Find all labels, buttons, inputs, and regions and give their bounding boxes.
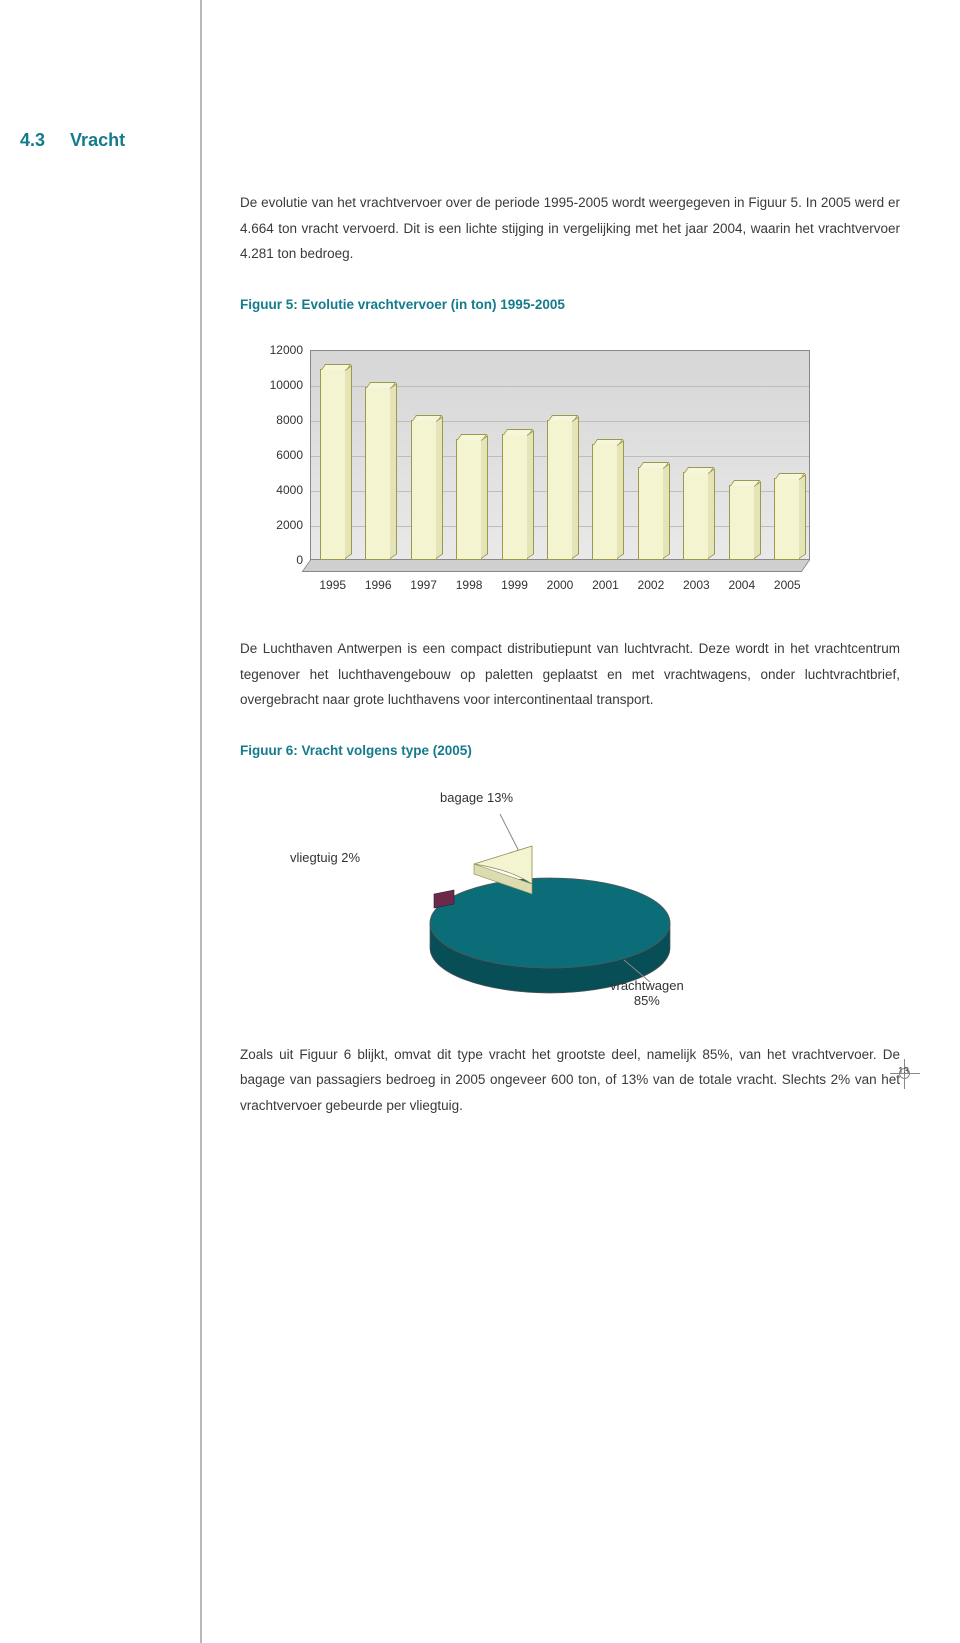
x-tick-label: 2000 — [547, 578, 574, 592]
bar — [365, 387, 391, 560]
bar — [638, 467, 664, 560]
x-tick-label: 2005 — [774, 578, 801, 592]
paragraph-end: Zoals uit Figuur 6 blijkt, omvat dit typ… — [240, 1042, 900, 1119]
x-tick-label: 2002 — [638, 578, 665, 592]
bar — [502, 434, 528, 560]
section-heading: 4.3 Vracht — [20, 130, 125, 151]
bar — [411, 420, 437, 560]
paragraph-mid: De Luchthaven Antwerpen is een compact d… — [240, 636, 900, 713]
section-number: 4.3 — [20, 130, 45, 150]
x-tick-label: 2003 — [683, 578, 710, 592]
pie-label-bagage: bagage 13% — [440, 790, 513, 805]
page-number-marker: 13 — [890, 1059, 920, 1089]
y-axis-ticks: 0 2000 4000 6000 8000 10000 12000 — [250, 342, 305, 572]
section-title: Vracht — [70, 130, 125, 150]
x-tick-label: 1996 — [365, 578, 392, 592]
x-tick-label: 2001 — [592, 578, 619, 592]
y-tick-label: 12000 — [270, 343, 303, 357]
plot-floor — [302, 560, 810, 572]
figure6-caption: Figuur 6: Vracht volgens type (2005) — [240, 743, 900, 758]
crosshair-icon: 13 — [890, 1059, 920, 1089]
bar — [320, 369, 346, 560]
bar-chart-fig5: 0 2000 4000 6000 8000 10000 12000 1995 1996 1997… — [250, 342, 830, 612]
x-tick-label: 1995 — [319, 578, 346, 592]
y-tick-label: 8000 — [276, 413, 303, 427]
x-tick-label: 2004 — [728, 578, 755, 592]
pie-label-vrachtwagen: vrachtwagen 85% — [610, 978, 684, 1008]
paragraph-intro: De evolutie van het vrachtvervoer over d… — [240, 190, 900, 267]
y-tick-label: 2000 — [276, 518, 303, 532]
pie-svg — [280, 778, 800, 1018]
bar — [547, 420, 573, 560]
vertical-rule — [200, 0, 202, 1643]
left-margin-column — [0, 0, 200, 1643]
bar — [774, 478, 800, 560]
y-tick-label: 4000 — [276, 483, 303, 497]
x-tick-label: 1997 — [410, 578, 437, 592]
page-number: 13 — [898, 1066, 909, 1077]
bar — [456, 439, 482, 560]
y-tick-label: 10000 — [270, 378, 303, 392]
pie-label-vliegtuig: vliegtuig 2% — [290, 850, 360, 865]
bar — [592, 444, 618, 560]
page-content: 4.3 Vracht De evolutie van het vrachtver… — [240, 0, 900, 1119]
y-tick-label: 6000 — [276, 448, 303, 462]
figure5-caption: Figuur 5: Evolutie vrachtvervoer (in ton… — [240, 297, 900, 312]
pie-chart-fig6: bagage 13% vliegtuig 2% vrachtwagen 85% — [280, 778, 800, 1018]
bar — [729, 485, 755, 560]
bars-container — [310, 350, 810, 560]
y-tick-label: 0 — [296, 553, 303, 567]
bar — [683, 472, 709, 560]
x-tick-label: 1998 — [456, 578, 483, 592]
x-tick-label: 1999 — [501, 578, 528, 592]
